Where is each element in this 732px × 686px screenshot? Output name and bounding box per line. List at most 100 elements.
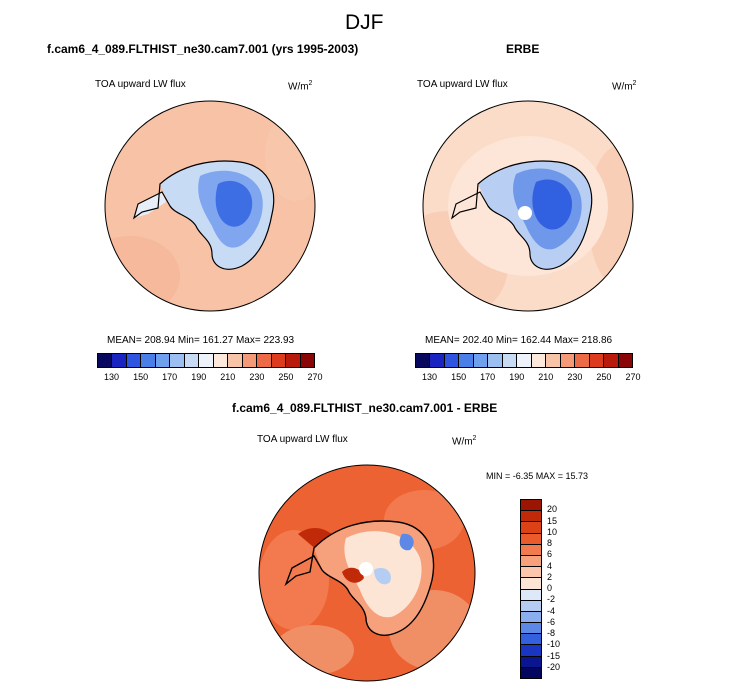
colorbar-swatch	[430, 354, 445, 367]
colorbar-swatch	[141, 354, 156, 367]
colorbar-swatch	[521, 634, 541, 646]
model-polar-map	[104, 100, 316, 312]
colorbar-tick-label: 250	[596, 372, 612, 382]
colorbar-tick-label: 230	[249, 372, 265, 382]
colorbar-swatch	[521, 667, 541, 678]
colorbar-tick-label: -6	[547, 616, 556, 627]
colorbar-swatch	[199, 354, 214, 367]
colorbar-tick-label: 2	[547, 571, 553, 582]
colorbar-tick-label: 6	[547, 549, 553, 560]
colorbar-swatch	[271, 354, 287, 367]
obs-missing-data-marker	[518, 206, 532, 220]
diff-variable-label: TOA upward LW flux	[257, 434, 348, 445]
colorbar-tick-label: -8	[547, 628, 556, 638]
colorbar-swatch	[521, 567, 541, 579]
model-units-label: W/m2	[288, 80, 313, 93]
obs-colorbar	[415, 353, 633, 368]
colorbar-tick-label: 10	[547, 526, 558, 537]
colorbar-tick-label: 170	[480, 372, 496, 382]
model-coastline	[132, 160, 275, 270]
colorbar-swatch	[170, 354, 185, 367]
colorbar-swatch	[502, 354, 518, 367]
colorbar-tick-label: 0	[547, 583, 553, 593]
diff-colorbar	[520, 499, 542, 679]
colorbar-swatch	[184, 354, 200, 367]
colorbar-tick-label: 150	[133, 372, 149, 382]
obs-polar-map	[422, 100, 634, 312]
colorbar-swatch	[300, 354, 315, 367]
colorbar-swatch	[521, 578, 541, 590]
colorbar-swatch	[286, 354, 301, 367]
diff-stats: MIN = -6.35 MAX = 15.73	[486, 471, 589, 481]
colorbar-swatch	[521, 589, 541, 601]
colorbar-tick-label: 270	[625, 372, 641, 382]
diff-coastline	[284, 520, 435, 636]
colorbar-tick-label: 8	[547, 538, 553, 548]
colorbar-tick-label: 20	[547, 504, 558, 515]
colorbar-swatch	[126, 354, 142, 367]
colorbar-tick-label: 230	[567, 372, 583, 382]
colorbar-swatch	[618, 354, 633, 367]
colorbar-tick-label: 210	[538, 372, 554, 382]
diff-missing-data-marker	[359, 562, 373, 576]
obs-coastline	[450, 160, 593, 270]
colorbar-tick-label: 130	[104, 372, 120, 382]
colorbar-tick-label: -10	[547, 639, 561, 650]
colorbar-swatch	[575, 354, 590, 367]
colorbar-swatch	[242, 354, 258, 367]
colorbar-swatch	[560, 354, 576, 367]
colorbar-swatch	[604, 354, 619, 367]
colorbar-swatch	[521, 500, 541, 512]
colorbar-swatch	[98, 354, 113, 367]
model-stats: MEAN= 208.94 Min= 161.27 Max= 223.93	[107, 335, 295, 346]
colorbar-tick-label: 190	[191, 372, 207, 382]
colorbar-swatch	[589, 354, 605, 367]
colorbar-swatch	[213, 354, 229, 367]
colorbar-swatch	[112, 354, 127, 367]
diff-units-label: W/m2	[452, 435, 477, 448]
colorbar-swatch	[459, 354, 474, 367]
obs-units-label: W/m2	[612, 80, 637, 93]
colorbar-swatch	[257, 354, 272, 367]
colorbar-swatch	[488, 354, 503, 367]
colorbar-tick-label: 15	[547, 515, 558, 526]
diff-polar-map	[258, 464, 476, 682]
colorbar-tick-label: 210	[220, 372, 236, 382]
colorbar-tick-label: 190	[509, 372, 525, 382]
colorbar-tick-label: -15	[547, 650, 561, 661]
colorbar-swatch	[521, 656, 541, 668]
colorbar-swatch	[521, 533, 541, 545]
colorbar-swatch	[521, 600, 541, 612]
colorbar-tick-label: -20	[547, 661, 561, 672]
model-colorbar	[97, 353, 315, 368]
colorbar-swatch	[517, 354, 532, 367]
model-variable-label: TOA upward LW flux	[95, 79, 186, 90]
colorbar-swatch	[546, 354, 561, 367]
colorbar-swatch	[521, 511, 541, 523]
colorbar-swatch	[155, 354, 171, 367]
colorbar-tick-label: 150	[451, 372, 467, 382]
colorbar-swatch	[228, 354, 243, 367]
colorbar-swatch	[521, 645, 541, 657]
diff-panel-header: f.cam6_4_089.FLTHIST_ne30.cam7.001 - ERB…	[232, 401, 498, 415]
colorbar-swatch	[416, 354, 431, 367]
colorbar-tick-label: 4	[547, 560, 553, 571]
colorbar-swatch	[521, 611, 541, 624]
colorbar-swatch	[521, 544, 541, 556]
colorbar-tick-label: 130	[422, 372, 438, 382]
obs-panel-header: ERBE	[506, 42, 540, 56]
colorbar-swatch	[531, 354, 547, 367]
colorbar-tick-label: 250	[278, 372, 294, 382]
obs-variable-label: TOA upward LW flux	[417, 79, 508, 90]
colorbar-tick-label: 170	[162, 372, 178, 382]
colorbar-swatch	[473, 354, 489, 367]
obs-stats: MEAN= 202.40 Min= 162.44 Max= 218.86	[425, 335, 613, 346]
model-panel-header: f.cam6_4_089.FLTHIST_ne30.cam7.001 (yrs …	[47, 42, 359, 56]
colorbar-tick-label: -2	[547, 594, 556, 605]
colorbar-tick-label: -4	[547, 605, 556, 616]
colorbar-swatch	[521, 623, 541, 635]
colorbar-tick-label: 270	[307, 372, 323, 382]
colorbar-swatch	[444, 354, 460, 367]
page-title: DJF	[345, 11, 384, 34]
colorbar-swatch	[521, 555, 541, 568]
